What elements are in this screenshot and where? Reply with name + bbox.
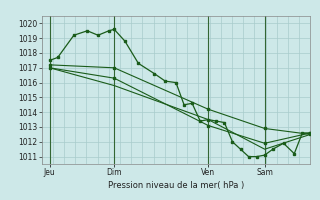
X-axis label: Pression niveau de la mer( hPa ): Pression niveau de la mer( hPa ) [108,181,244,190]
